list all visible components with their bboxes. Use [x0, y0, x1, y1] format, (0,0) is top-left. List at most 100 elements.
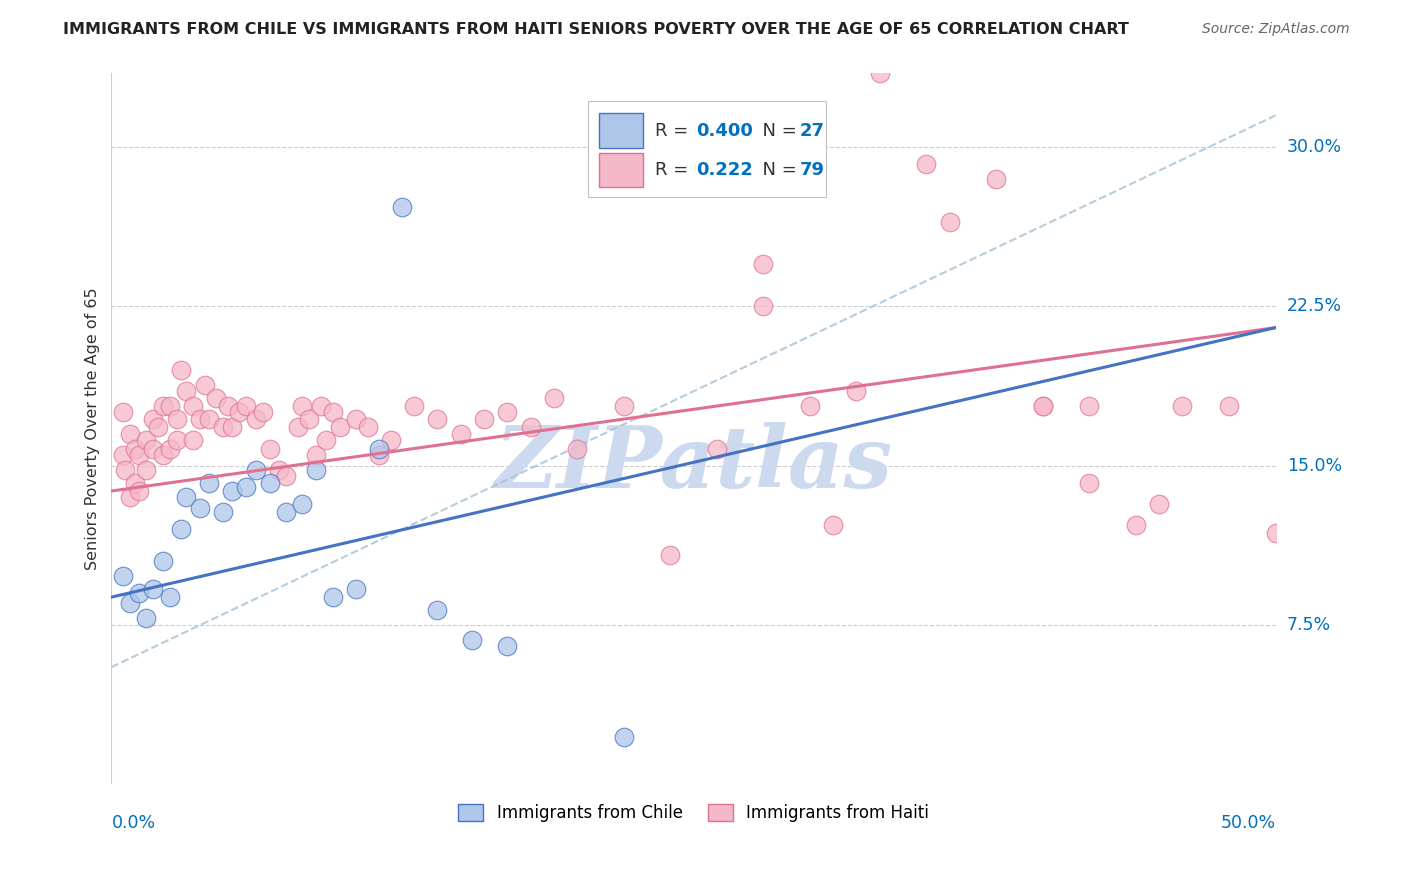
Point [368, 448, 391, 462]
Point [221, 483, 243, 498]
Point [823, 518, 845, 533]
Point [426, 412, 449, 426]
Point [426, 603, 449, 617]
Point [706, 442, 728, 456]
Point [112, 448, 135, 462]
Point [450, 426, 472, 441]
Point [329, 420, 352, 434]
Point [188, 412, 211, 426]
Point [1078, 399, 1101, 413]
Point [565, 442, 588, 456]
Text: IMMIGRANTS FROM CHILE VS IMMIGRANTS FROM HAITI SENIORS POVERTY OVER THE AGE OF 6: IMMIGRANTS FROM CHILE VS IMMIGRANTS FROM… [63, 22, 1129, 37]
Text: 27: 27 [800, 121, 824, 139]
Point [472, 412, 495, 426]
Point [118, 491, 141, 505]
Point [170, 522, 193, 536]
Point [356, 420, 378, 434]
Point [142, 442, 165, 456]
Point [519, 420, 541, 434]
Point [124, 475, 146, 490]
Point [752, 299, 775, 313]
Text: 79: 79 [800, 161, 824, 178]
Point [461, 632, 484, 647]
Text: N =: N = [751, 121, 801, 139]
Point [869, 66, 891, 80]
Point [159, 399, 181, 413]
Point [322, 405, 344, 419]
Point [235, 480, 257, 494]
Text: R =: R = [655, 121, 695, 139]
Point [135, 433, 157, 447]
Point [245, 463, 267, 477]
FancyBboxPatch shape [599, 153, 644, 186]
FancyBboxPatch shape [588, 102, 827, 197]
Point [659, 548, 682, 562]
Point [496, 405, 519, 419]
Text: N =: N = [751, 161, 801, 178]
Point [170, 363, 193, 377]
Point [193, 378, 215, 392]
Text: 0.400: 0.400 [696, 121, 752, 139]
Point [135, 463, 157, 477]
Point [135, 611, 157, 625]
Point [152, 399, 174, 413]
Point [259, 475, 281, 490]
Point [205, 391, 228, 405]
Point [235, 399, 257, 413]
Point [221, 420, 243, 434]
Text: 0.0%: 0.0% [111, 814, 156, 832]
Point [496, 639, 519, 653]
Point [212, 505, 235, 519]
Point [274, 505, 297, 519]
Point [543, 391, 565, 405]
Point [799, 399, 821, 413]
Point [128, 483, 150, 498]
Point [344, 412, 367, 426]
Text: 7.5%: 7.5% [1286, 615, 1331, 633]
Point [174, 384, 197, 399]
Point [245, 412, 267, 426]
Point [298, 412, 321, 426]
Point [915, 157, 938, 171]
Point [1171, 399, 1194, 413]
Point [309, 399, 332, 413]
Point [305, 448, 328, 462]
Point [267, 463, 290, 477]
Point [1032, 399, 1054, 413]
Point [1147, 497, 1170, 511]
Point [291, 399, 314, 413]
Point [613, 399, 636, 413]
Point [118, 426, 141, 441]
Point [166, 433, 188, 447]
Point [112, 569, 135, 583]
Point [1264, 526, 1286, 541]
Point [142, 412, 165, 426]
Point [1078, 475, 1101, 490]
Point [146, 420, 169, 434]
Point [404, 399, 426, 413]
Point [228, 405, 250, 419]
Point [217, 399, 239, 413]
Point [322, 590, 344, 604]
Point [315, 433, 337, 447]
FancyBboxPatch shape [599, 113, 644, 147]
Point [198, 412, 221, 426]
Point [391, 200, 413, 214]
Point [166, 412, 188, 426]
Legend: Immigrants from Chile, Immigrants from Haiti: Immigrants from Chile, Immigrants from H… [451, 797, 935, 829]
Text: R =: R = [655, 161, 700, 178]
Point [152, 448, 174, 462]
Point [188, 500, 211, 515]
Point [752, 257, 775, 271]
Point [368, 442, 391, 456]
Y-axis label: Seniors Poverty Over the Age of 65: Seniors Poverty Over the Age of 65 [86, 287, 100, 570]
Text: Source: ZipAtlas.com: Source: ZipAtlas.com [1202, 22, 1350, 37]
Point [380, 433, 402, 447]
Text: 0.222: 0.222 [696, 161, 752, 178]
Point [212, 420, 235, 434]
Point [938, 214, 960, 228]
Point [128, 448, 150, 462]
Point [181, 399, 204, 413]
Point [159, 590, 181, 604]
Point [159, 442, 181, 456]
